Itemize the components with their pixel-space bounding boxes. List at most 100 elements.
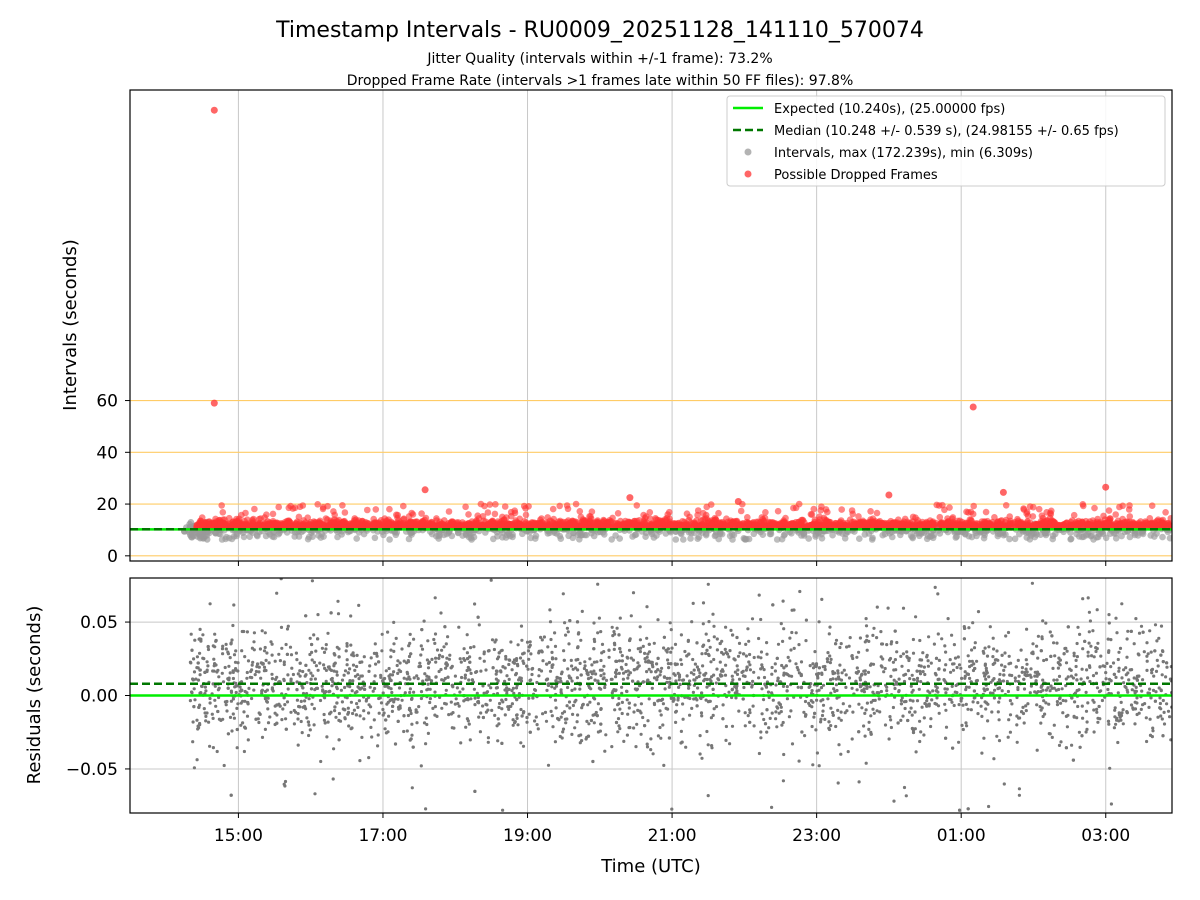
interval-point [353, 535, 361, 542]
residual-point [311, 674, 315, 678]
residual-point [827, 726, 831, 730]
residual-point [358, 714, 362, 718]
residual-point [457, 704, 461, 708]
residual-point [1116, 740, 1120, 745]
residual-point [567, 700, 572, 704]
dropped-frame-point [492, 501, 499, 508]
residual-point [781, 639, 785, 644]
dropped-outlier-1 [210, 399, 218, 407]
dropped-frame-point [830, 521, 838, 529]
residual-point [332, 747, 336, 751]
residual-point [284, 642, 288, 647]
residual-point [759, 736, 763, 740]
interval-point [1023, 534, 1031, 541]
dropped-frame-point [783, 520, 791, 527]
residual-point [669, 650, 673, 654]
residual-point [933, 701, 937, 706]
interval-point [371, 534, 379, 542]
residual-point [767, 726, 771, 730]
interval-point [805, 535, 812, 542]
residual-point [779, 705, 783, 709]
residual-point [952, 662, 956, 666]
residual-point [956, 655, 960, 659]
residual-point [400, 647, 404, 651]
residual-point [519, 624, 524, 628]
residual-point [419, 644, 423, 648]
dropped-frame-point [227, 522, 235, 529]
residual-point [1080, 704, 1084, 708]
residual-point [1029, 667, 1033, 671]
dropped-frame-point [1024, 512, 1032, 520]
residual-point [1133, 722, 1137, 726]
residual-point [930, 698, 934, 702]
dropped-frame-point [824, 508, 831, 516]
dropped-frame-point [909, 513, 917, 521]
residual-point [1168, 715, 1172, 719]
residual-point [535, 680, 539, 685]
residual-point [857, 650, 861, 654]
residual-point [669, 628, 673, 632]
residual-point [692, 672, 696, 676]
dropped-frame-point [1125, 506, 1133, 513]
residual-point [269, 640, 273, 644]
residual-point [911, 651, 916, 655]
residual-point [944, 691, 948, 695]
residual-point [647, 667, 651, 671]
residual-point [1086, 650, 1090, 654]
dropped-frame-point [744, 514, 751, 521]
residual-point [709, 716, 714, 720]
residual-point [1099, 654, 1103, 658]
dropped-frame-point [818, 503, 825, 511]
residual-point [1106, 637, 1110, 641]
residual-point [234, 649, 238, 653]
residual-point [704, 651, 708, 656]
residual-point [829, 691, 833, 695]
residual-point [770, 805, 774, 810]
residual-point [537, 674, 541, 678]
dropped-frame-point [310, 522, 318, 530]
residual-point [224, 703, 228, 707]
residual-point [885, 643, 889, 647]
interval-point [711, 532, 719, 540]
residual-point [946, 617, 950, 621]
dropped-frame-point [1126, 513, 1134, 520]
dropped-frame-point [255, 521, 262, 529]
residual-point [959, 696, 963, 701]
residual-point [639, 732, 643, 736]
dropped-frame-point [769, 520, 776, 527]
residual-point [674, 679, 678, 683]
residual-point [345, 644, 349, 648]
residual-point [991, 655, 995, 659]
dropped-frame-point [479, 513, 487, 520]
interval-point [868, 536, 876, 543]
residual-point [782, 627, 786, 631]
residual-point [889, 725, 894, 730]
residual-point [953, 690, 957, 694]
residual-point [291, 672, 295, 677]
interval-point [1049, 532, 1057, 540]
residual-point [915, 699, 920, 703]
residual-point [1021, 705, 1025, 710]
interval-point [1011, 535, 1019, 543]
residual-point [434, 660, 438, 664]
residual-point [350, 689, 354, 693]
interval-point [246, 533, 253, 540]
residual-point [428, 697, 432, 701]
dropped-outlier-7 [734, 498, 742, 505]
residual-point [232, 653, 237, 657]
residual-point [645, 742, 649, 746]
residual-point [260, 691, 264, 695]
residual-point [195, 758, 199, 762]
interval-point [253, 531, 261, 539]
dropped-frame-point [251, 505, 258, 513]
dropped-frame-point [1105, 507, 1113, 514]
residual-point [965, 724, 969, 728]
residual-point [193, 698, 197, 702]
residual-point [406, 660, 411, 664]
residual-point [527, 657, 531, 661]
dropped-frame-point [715, 509, 722, 517]
residual-point [848, 636, 852, 640]
residual-point [757, 636, 761, 641]
dropped-frame-point [1168, 522, 1172, 529]
residual-point [408, 687, 412, 691]
